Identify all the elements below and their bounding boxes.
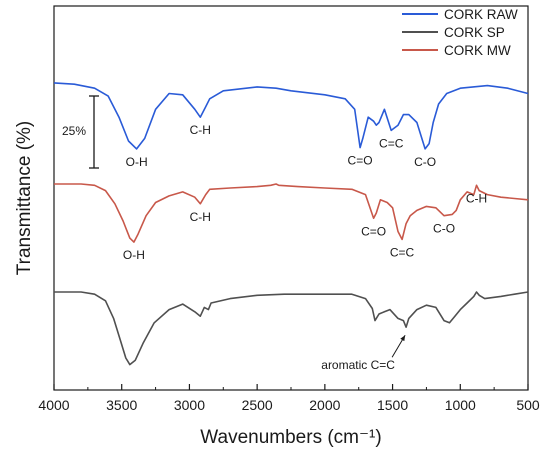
- x-tick-label: 3000: [174, 397, 205, 413]
- series-line-cork-mw: [54, 183, 529, 243]
- annotation-label: C-H: [466, 191, 487, 205]
- x-tick-label: 3500: [106, 397, 137, 413]
- series-layer: [53, 82, 529, 366]
- plot-frame: [53, 5, 529, 391]
- annotation-label: aromatic C=C: [321, 358, 395, 372]
- annotation-label: C-H: [190, 123, 211, 137]
- annotation-layer: O-H C-H C=O C=C C-O C-H O-H C=O C=C C-O C-H aromati…: [123, 123, 487, 372]
- scale-bar: 25%: [62, 95, 99, 169]
- series-line-cork-sp: [54, 291, 529, 366]
- legend-label: CORK RAW: [444, 7, 518, 22]
- legend-label: CORK MW: [444, 43, 511, 58]
- x-tick-label: 4000: [38, 397, 69, 413]
- y-axis-title: Transmittance (%): [14, 121, 35, 276]
- x-tick-label: 2000: [309, 397, 340, 413]
- annotation-label: C-O: [414, 155, 436, 169]
- x-tick-label: 500: [516, 397, 540, 413]
- annotation-label: C-H: [190, 210, 211, 224]
- x-tick-label: 1500: [377, 397, 408, 413]
- x-axis-title: Wavenumbers (cm⁻¹): [200, 427, 381, 448]
- legend-label: CORK SP: [444, 25, 505, 40]
- x-tick-label: 2500: [242, 397, 273, 413]
- annotation-label: O-H: [126, 155, 148, 169]
- x-tick-label: 1000: [445, 397, 476, 413]
- legend: CORK RAW CORK SP CORK MW: [402, 7, 518, 58]
- annotation-label: C=C: [390, 245, 415, 259]
- annotation-label: C=O: [348, 154, 373, 168]
- annotation-arrowhead: [400, 335, 406, 342]
- annotation-label: C=C: [379, 136, 404, 150]
- series-line-cork-raw: [53, 82, 529, 150]
- annotation-label: C=O: [361, 224, 386, 238]
- scale-bar-label: 25%: [62, 124, 86, 138]
- annotation-label: O-H: [123, 248, 145, 262]
- x-axis: 4000 3500 3000 2500 2000 1500 1000 500: [38, 384, 540, 413]
- annotation-label: C-O: [433, 222, 455, 236]
